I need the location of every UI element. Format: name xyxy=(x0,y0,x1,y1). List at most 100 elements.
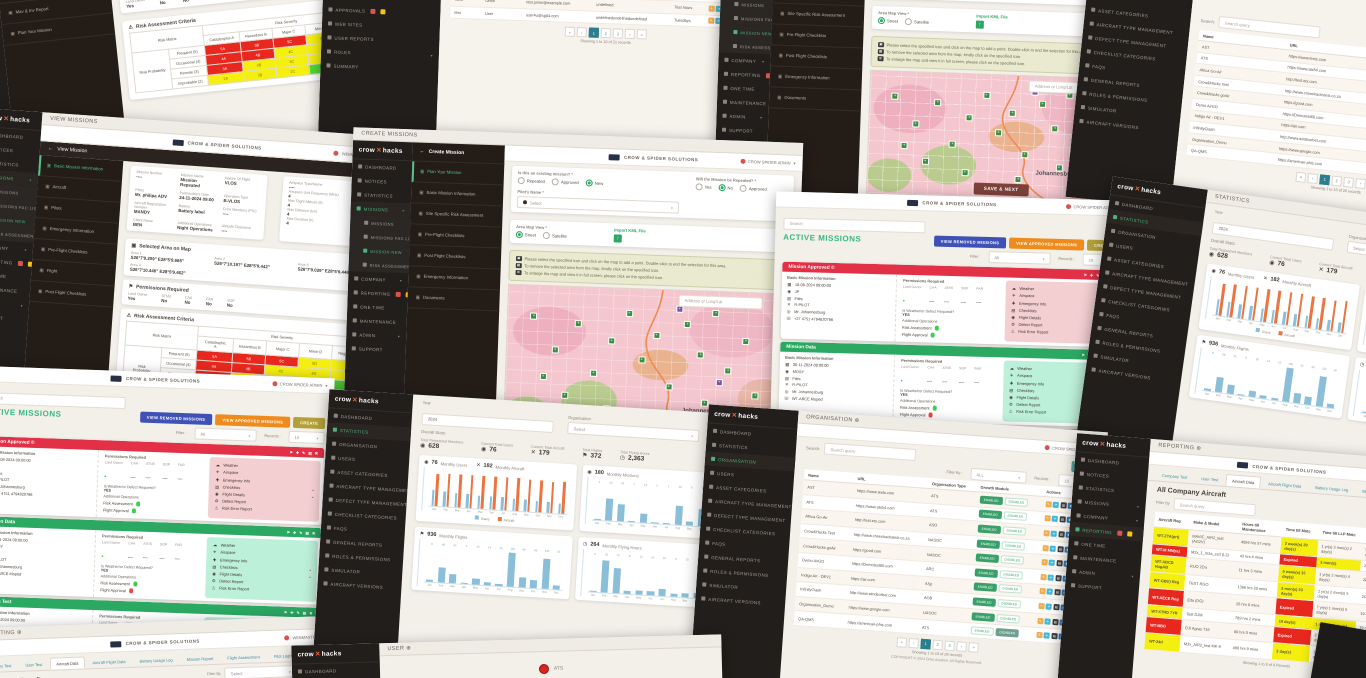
page-button[interactable]: 1 xyxy=(920,638,932,650)
page-button[interactable]: 1 xyxy=(1319,174,1331,186)
page-button[interactable]: › xyxy=(956,641,967,652)
action-button[interactable]: ✈ xyxy=(1050,530,1058,537)
action-button[interactable]: ✎ xyxy=(1040,573,1047,581)
map-marker[interactable]: + xyxy=(715,378,723,387)
radio-repeated[interactable]: Repeated xyxy=(517,177,545,185)
radio-no[interactable]: No xyxy=(718,184,733,192)
card-action-icon[interactable]: ⚑ xyxy=(286,530,291,535)
sidebar-item-support[interactable]: SUPPORT xyxy=(346,341,406,357)
map-marker[interactable]: + xyxy=(551,345,559,354)
user-menu[interactable]: CROW SPIDER ADMIN xyxy=(279,381,323,388)
action-button[interactable]: ✎ xyxy=(1044,515,1051,522)
action-button[interactable]: ▤ xyxy=(1055,574,1062,582)
view-approved-missions-button[interactable]: VIEW APPROVED MISSIONS xyxy=(215,414,291,428)
radio-approved[interactable]: Approved xyxy=(739,184,767,193)
notifications-icon[interactable] xyxy=(740,158,746,164)
map-marker[interactable]: + xyxy=(1038,100,1047,108)
card-action-icon[interactable]: ✎ xyxy=(299,530,303,535)
enabled-button[interactable]: ENABLED xyxy=(975,553,999,564)
action-button[interactable]: ▤ xyxy=(1051,633,1058,640)
map-marker[interactable]: + xyxy=(712,309,720,317)
create-mission-button[interactable]: CREATE xyxy=(292,416,326,430)
page-button[interactable]: › xyxy=(624,28,635,40)
map-marker[interactable]: + xyxy=(589,369,598,378)
tab-company-test[interactable]: Company Test xyxy=(0,662,12,669)
page-button[interactable]: ‹ xyxy=(1307,172,1319,184)
disabled-button[interactable]: DISABLED xyxy=(1003,511,1028,522)
page-button[interactable]: 3 xyxy=(1343,176,1355,188)
map-marker[interactable]: + xyxy=(1051,125,1059,133)
enabled-button[interactable]: ENABLED xyxy=(977,524,1001,535)
card-action-icon[interactable]: ▤ xyxy=(308,450,312,456)
action-button[interactable]: ✎ xyxy=(1039,588,1046,595)
page-button[interactable]: 3 xyxy=(612,28,623,39)
disabled-button[interactable]: DISABLED xyxy=(1004,497,1029,507)
tab-mission-report[interactable]: Mission Report xyxy=(186,655,214,662)
page-button[interactable]: » xyxy=(636,29,647,40)
card-action-icon[interactable]: ✚ xyxy=(293,530,297,535)
notifications-icon[interactable] xyxy=(271,381,278,387)
notifications-icon[interactable] xyxy=(1065,204,1071,210)
radio-approved[interactable]: Approved xyxy=(551,178,579,186)
action-button[interactable]: ✎ xyxy=(1041,559,1048,566)
panel-link-airspace[interactable]: ✈Airspace xyxy=(1011,293,1109,301)
action-button[interactable]: ✈ xyxy=(1043,632,1051,639)
action-button[interactable]: ✎ xyxy=(1038,602,1045,610)
card-action-icon[interactable]: ✚ xyxy=(290,610,294,615)
map-marker[interactable]: + xyxy=(700,399,709,407)
card-action-icon[interactable]: ✖ xyxy=(311,531,316,536)
disabled-button[interactable]: DISABLED xyxy=(1000,555,1025,565)
map-marker[interactable]: + xyxy=(891,93,899,101)
sidebar-item-support[interactable]: SUPPORT xyxy=(716,122,768,138)
view-removed-missions-button[interactable]: VIEW REMOVED MISSIONS xyxy=(933,235,1007,249)
card-action-icon[interactable]: ⚑ xyxy=(1083,273,1088,278)
map-marker[interactable]: + xyxy=(912,120,920,128)
page-button[interactable]: ‹ xyxy=(576,27,588,38)
map-marker[interactable]: + xyxy=(921,157,929,165)
action-button[interactable]: ▤ xyxy=(1057,545,1064,553)
map-marker[interactable]: + xyxy=(1009,109,1017,117)
card-action-icon[interactable]: ⚑ xyxy=(289,450,293,455)
page-button[interactable]: 2 xyxy=(1331,175,1343,187)
map-marker[interactable]: + xyxy=(539,372,547,380)
save-next-button[interactable]: SAVE & NEXT xyxy=(973,181,1029,196)
page-button[interactable]: 2 xyxy=(932,639,943,651)
filter-select[interactable]: All ▾ xyxy=(194,427,257,442)
map-marker[interactable]: + xyxy=(625,309,633,317)
page-button[interactable]: 3 xyxy=(944,640,955,652)
card-action-icon[interactable]: ⚑ xyxy=(283,610,288,615)
action-button[interactable]: ▤ xyxy=(1059,516,1066,523)
disabled-button[interactable]: DISABLED xyxy=(995,628,1020,638)
action-button[interactable]: ✎ xyxy=(1043,530,1050,537)
action-button[interactable]: ✎ xyxy=(708,17,715,25)
disabled-button[interactable]: DISABLED xyxy=(997,598,1022,609)
enabled-button[interactable]: ENABLED xyxy=(974,568,998,578)
map-marker[interactable]: + xyxy=(697,351,705,359)
map-marker[interactable]: + xyxy=(965,113,974,122)
action-button[interactable]: ✎ xyxy=(1037,617,1044,624)
card-action-icon[interactable]: ▤ xyxy=(302,610,307,615)
radio-yes[interactable]: Yes xyxy=(695,183,712,191)
map-marker[interactable]: + xyxy=(724,367,732,375)
card-action-icon[interactable]: ✎ xyxy=(302,450,306,455)
disabled-button[interactable]: DISABLED xyxy=(998,584,1023,595)
card-action-icon[interactable]: ▤ xyxy=(305,530,310,536)
tab-aircraft-data[interactable]: Aircraft Data xyxy=(50,656,85,670)
card-action-icon[interactable]: ✖ xyxy=(314,451,319,456)
disabled-button[interactable]: DISABLED xyxy=(1001,540,1026,551)
back-icon[interactable]: ← xyxy=(419,148,425,155)
tab-battery-usage-log[interactable]: Battery Usage Log xyxy=(139,656,173,664)
map-marker[interactable]: + xyxy=(1020,151,1029,159)
map-marker[interactable]: + xyxy=(982,91,991,99)
card-action-icon[interactable]: ✚ xyxy=(1090,273,1094,278)
map-marker[interactable]: + xyxy=(961,168,969,176)
tab-user-test[interactable]: User Test xyxy=(25,661,43,668)
radio-new[interactable]: New xyxy=(585,179,604,187)
map-marker[interactable]: + xyxy=(751,392,759,400)
disabled-button[interactable]: DISABLED xyxy=(996,613,1021,624)
action-button[interactable]: ✈ xyxy=(1048,559,1056,567)
kml-upload-button[interactable]: ↑ xyxy=(613,234,623,243)
action-button[interactable]: ✈ xyxy=(1047,574,1055,581)
page-button[interactable]: » xyxy=(968,642,979,653)
disabled-button[interactable]: DISABLED xyxy=(999,569,1024,580)
